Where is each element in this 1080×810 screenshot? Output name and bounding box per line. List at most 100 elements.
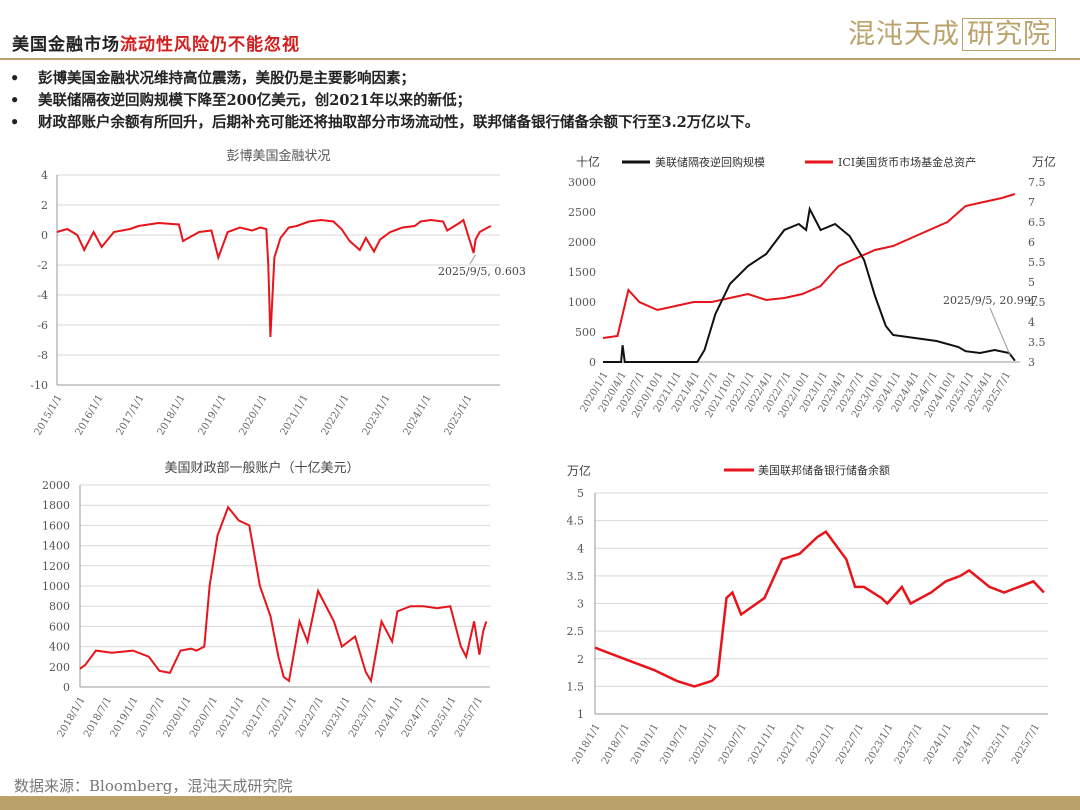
y-tick-label: 1400 bbox=[42, 540, 70, 553]
y-tick-label: 2.5 bbox=[567, 625, 585, 638]
y-tick-label: 600 bbox=[49, 620, 70, 633]
footer-bar bbox=[0, 796, 1080, 810]
title-black: 美国金融市场 bbox=[12, 35, 120, 55]
x-tick-label: 2020/1/1 bbox=[238, 393, 270, 437]
y-tick-label: -2 bbox=[37, 259, 48, 272]
bullet-item: • 美联储隔夜逆回购规模下降至200亿美元，创2021年以来的新低； bbox=[10, 90, 759, 112]
x-tick-label: 2019/7/1 bbox=[659, 722, 691, 766]
legend-label: ICI美国货币市场基金总资产 bbox=[838, 155, 976, 169]
x-tick-label: 2018/7/1 bbox=[600, 722, 632, 766]
chart-title: 彭博美国金融状况 bbox=[226, 148, 330, 164]
bullet-marker: • bbox=[10, 92, 20, 109]
y-tick-label: 5 bbox=[577, 487, 584, 500]
page-title: 美国金融市场流动性风险仍不能忽视 bbox=[12, 30, 300, 55]
x-tick-label: 2024/7/1 bbox=[952, 722, 984, 766]
y-tick-label: 0 bbox=[589, 356, 596, 369]
y2-tick-label: 6 bbox=[1028, 236, 1035, 249]
y-tick-label: 2000 bbox=[568, 236, 596, 249]
x-tick-label: 2023/7/1 bbox=[893, 722, 925, 766]
x-tick-label: 2021/7/1 bbox=[776, 722, 808, 766]
x-tick-label: 2018/1/1 bbox=[156, 393, 188, 437]
y-tick-label: 4 bbox=[41, 169, 48, 182]
x-tick-label: 2016/1/1 bbox=[74, 393, 106, 437]
x-tick-label: 2025/1/1 bbox=[981, 722, 1013, 766]
chart-title: 美国财政部一般账户（十亿美元） bbox=[164, 460, 359, 476]
x-tick-label: 2021/1/1 bbox=[279, 393, 311, 437]
logo-boxed-text: 研究院 bbox=[962, 18, 1056, 51]
x-tick-label: 2024/1/1 bbox=[402, 393, 434, 437]
y-tick-label: -4 bbox=[37, 289, 48, 302]
legend-label: 美联储隔夜逆回购规模 bbox=[655, 155, 765, 169]
x-tick-label: 2023/1/1 bbox=[864, 722, 896, 766]
y-tick-label: 1600 bbox=[42, 519, 70, 532]
x-tick-label: 2020/7/1 bbox=[717, 722, 749, 766]
y-tick-label: 4 bbox=[577, 542, 584, 555]
bullet-text: 财政部账户余额有所回升，后期补充可能还将抽取部分市场流动性，联邦储备银行储备余额… bbox=[38, 114, 760, 131]
bullet-marker: • bbox=[10, 70, 20, 87]
y-tick-label: 1200 bbox=[42, 560, 70, 573]
legend-label: 美国联邦储备银行储备余额 bbox=[758, 463, 890, 477]
x-tick-label: 2025/7/1 bbox=[1010, 722, 1042, 766]
x-tick-label: 2020/1/1 bbox=[688, 722, 720, 766]
y-tick-label: 1800 bbox=[42, 499, 70, 512]
header-bar bbox=[0, 0, 1080, 58]
series-line bbox=[79, 505, 488, 684]
y2-tick-label: 6.5 bbox=[1028, 216, 1046, 229]
annotation-leader bbox=[989, 307, 1011, 356]
y-tick-label: -6 bbox=[37, 319, 48, 332]
y2-tick-label: 7 bbox=[1028, 196, 1035, 209]
y-tick-label: 4.5 bbox=[567, 515, 585, 528]
bullet-item: • 财政部账户余额有所回升，后期补充可能还将抽取部分市场流动性，联邦储备银行储备余… bbox=[10, 112, 759, 134]
x-tick-label: 2024/1/1 bbox=[922, 722, 954, 766]
x-tick-label: 2015/1/1 bbox=[33, 393, 65, 437]
y-tick-label: -8 bbox=[37, 349, 48, 362]
y-tick-label: 1500 bbox=[568, 266, 596, 279]
y-tick-label: 2000 bbox=[42, 479, 70, 492]
series-line bbox=[594, 530, 1045, 688]
series-line-ici bbox=[602, 193, 1016, 339]
y2-tick-label: 5.5 bbox=[1028, 256, 1046, 269]
x-tick-label: 2025/1/1 bbox=[443, 393, 475, 437]
y-tick-label: 0 bbox=[41, 229, 48, 242]
y-tick-label: 1.5 bbox=[567, 680, 585, 693]
y-tick-label: 800 bbox=[49, 600, 70, 613]
annotation-label: 2025/9/5, 20.997 bbox=[943, 294, 1038, 307]
y-tick-label: 3.5 bbox=[567, 570, 585, 583]
y-unit-left: 十亿 bbox=[576, 154, 600, 169]
series-line-rrp bbox=[603, 205, 1016, 363]
data-source-note: 数据来源：Bloomberg，混沌天成研究院 bbox=[14, 777, 293, 795]
y-tick-label: 3 bbox=[577, 598, 584, 611]
series-line bbox=[56, 218, 492, 338]
title-red: 流动性风险仍不能忽视 bbox=[120, 35, 300, 55]
x-tick-label: 2022/1/1 bbox=[805, 722, 837, 766]
y2-tick-label: 4 bbox=[1028, 316, 1035, 329]
annotation-label: 2025/9/5, 0.603 bbox=[438, 265, 526, 278]
y-tick-label: 1000 bbox=[42, 580, 70, 593]
y-unit-label: 万亿 bbox=[567, 463, 591, 478]
y-unit-right: 万亿 bbox=[1032, 154, 1056, 169]
y-tick-label: -10 bbox=[30, 379, 48, 392]
y-tick-label: 2 bbox=[577, 653, 584, 666]
y-tick-label: 400 bbox=[49, 641, 70, 654]
y2-tick-label: 7.5 bbox=[1028, 176, 1046, 189]
x-tick-label: 2021/1/1 bbox=[746, 722, 778, 766]
y-tick-label: 3000 bbox=[568, 176, 596, 189]
x-tick-label: 2023/1/1 bbox=[361, 393, 393, 437]
bullet-text: 彭博美国金融状况维持高位震荡，美股仍是主要影响因素； bbox=[38, 70, 415, 87]
bullet-text: 美联储隔夜逆回购规模下降至200亿美元，创2021年以来的新低； bbox=[38, 92, 472, 109]
bullet-item: • 彭博美国金融状况维持高位震荡，美股仍是主要影响因素； bbox=[10, 68, 759, 90]
y2-tick-label: 3.5 bbox=[1028, 336, 1046, 349]
x-tick-label: 2019/1/1 bbox=[197, 393, 229, 437]
bullet-list: • 彭博美国金融状况维持高位震荡，美股仍是主要影响因素； • 美联储隔夜逆回购规模下… bbox=[10, 68, 759, 134]
y-tick-label: 1000 bbox=[568, 296, 596, 309]
y-tick-label: 0 bbox=[63, 681, 70, 694]
x-tick-label: 2022/1/1 bbox=[320, 393, 352, 437]
x-tick-label: 2022/7/1 bbox=[834, 722, 866, 766]
x-tick-label: 2017/1/1 bbox=[115, 393, 147, 437]
y-tick-label: 500 bbox=[575, 326, 596, 339]
x-tick-label: 2018/1/1 bbox=[571, 722, 603, 766]
y2-tick-label: 4.5 bbox=[1028, 296, 1046, 309]
bullet-marker: • bbox=[10, 114, 20, 131]
y-tick-label: 200 bbox=[49, 661, 70, 674]
